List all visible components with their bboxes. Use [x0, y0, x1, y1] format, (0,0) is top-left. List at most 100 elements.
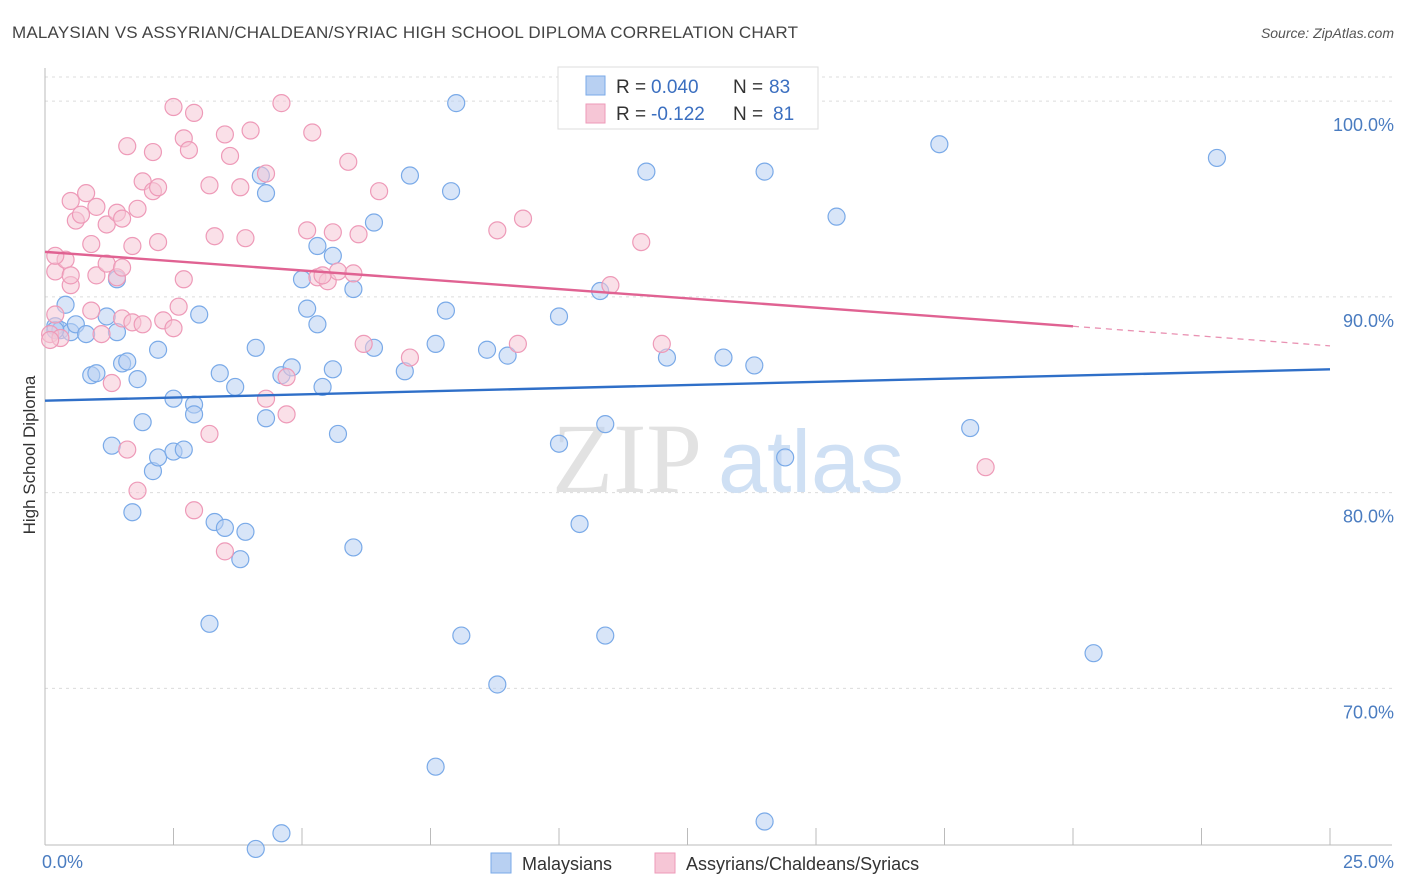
point-s1-33: [200, 176, 219, 195]
point-s1-43: [303, 123, 322, 142]
point-s0-5: [77, 324, 96, 344]
point-s1-40: [256, 164, 276, 183]
point-s1-29: [164, 97, 183, 117]
point-s0-62: [426, 757, 445, 776]
legend-r-label-1: R =: [616, 77, 646, 98]
point-s1-48: [82, 301, 101, 320]
point-s0-64: [246, 839, 265, 859]
point-s0-45: [174, 440, 193, 459]
point-s0-52: [328, 424, 348, 444]
point-s0-60: [488, 675, 507, 694]
point-s0-55: [570, 514, 589, 534]
text-layer: MALAYSIAN VS ASSYRIAN/CHALDEAN/SYRIAC HI…: [12, 23, 1394, 872]
point-s0-11: [118, 352, 137, 371]
point-s0-6: [97, 307, 116, 326]
point-s1-46: [349, 225, 368, 244]
series-1-points: [41, 94, 995, 561]
point-s1-42: [298, 221, 317, 240]
point-s1-62: [128, 481, 147, 500]
point-s0-39: [745, 356, 764, 375]
point-s0-12: [128, 370, 147, 389]
point-s0-70: [755, 162, 774, 181]
point-s1-57: [102, 373, 121, 393]
x-tick-label-max: 25.0%: [1343, 852, 1394, 872]
point-s1-22: [123, 236, 142, 256]
point-s1-38: [236, 229, 255, 248]
point-s1-41: [272, 94, 291, 113]
legend-n-value-1: 83: [769, 77, 790, 98]
point-s1-47: [370, 182, 389, 201]
point-s1-20: [112, 209, 132, 228]
point-s0-58: [961, 418, 980, 438]
bottom-legend-label-assyrians: Assyrians/Chaldeans/Syriacs: [686, 854, 919, 874]
point-s0-32: [436, 301, 456, 320]
point-s1-1: [46, 305, 65, 324]
watermark-atlas: atlas: [718, 412, 904, 511]
point-s0-54: [549, 434, 569, 453]
bottom-legend-swatch-assyrians: [654, 852, 676, 874]
point-s1-44: [323, 223, 342, 242]
point-s1-39: [241, 121, 260, 140]
point-s0-9: [87, 364, 106, 383]
point-s1-64: [277, 405, 296, 424]
point-s0-26: [313, 377, 332, 397]
point-s1-73: [508, 334, 527, 353]
point-s1-31: [179, 140, 199, 160]
point-s0-43: [148, 448, 168, 467]
bottom-legend-swatch-malaysians: [490, 852, 512, 874]
point-s1-55: [169, 297, 188, 316]
legend-n-label-2: N =: [733, 104, 763, 125]
point-s0-47: [215, 518, 234, 537]
trend-layer: [44, 250, 1331, 402]
point-s0-13: [148, 340, 168, 359]
point-s0-76: [256, 184, 276, 203]
bottom-legend-label-malaysians: Malaysians: [522, 854, 612, 874]
trend-line-s1: [44, 250, 1074, 328]
point-s1-35: [215, 125, 234, 144]
point-s0-78: [308, 236, 327, 256]
point-s0-31: [426, 334, 445, 353]
point-s1-77: [976, 458, 995, 477]
point-s0-21: [256, 409, 276, 428]
trend-line-dashed-s1: [1072, 325, 1331, 347]
watermark: ZIP atlas: [552, 403, 904, 514]
point-s1-11: [82, 234, 101, 254]
point-s0-28: [344, 279, 363, 299]
point-s0-77: [364, 213, 384, 232]
point-s0-53: [344, 538, 363, 557]
point-s1-5: [46, 246, 65, 265]
point-s1-56: [174, 270, 193, 289]
point-s0-69: [827, 207, 846, 226]
point-s0-40: [102, 436, 121, 455]
point-s1-9: [61, 191, 80, 211]
point-s0-51: [200, 614, 219, 633]
chart-title: MALAYSIAN VS ASSYRIAN/CHALDEAN/SYRIAC HI…: [12, 23, 798, 42]
point-s0-79: [323, 246, 342, 265]
point-s0-74: [441, 182, 461, 201]
point-s1-63: [256, 389, 276, 408]
point-s1-36: [220, 146, 240, 166]
point-s1-79: [354, 334, 373, 353]
y-axis-label: High School Diploma: [20, 375, 39, 534]
point-s1-65: [277, 368, 296, 387]
point-s1-74: [601, 276, 620, 295]
point-s1-13: [87, 197, 106, 216]
chart-source: Source: ZipAtlas.com: [1261, 25, 1394, 41]
point-s1-7: [61, 266, 80, 285]
point-s1-14: [87, 266, 106, 285]
point-s0-61: [596, 626, 615, 645]
grid-layer: [45, 76, 1392, 689]
point-s0-65: [272, 824, 291, 843]
axes-layer: [44, 68, 1392, 846]
legend-r-label-2: R =: [616, 104, 646, 125]
legend-swatch-assyrians: [585, 103, 606, 124]
y-tick-label-80: 80.0%: [1343, 507, 1394, 527]
point-s1-61: [118, 440, 137, 459]
legend-n-value-2: 81: [773, 104, 794, 125]
point-s0-67: [1207, 148, 1227, 168]
point-s1-23: [128, 199, 147, 218]
point-s1-76: [632, 232, 651, 252]
trend-line-s0: [44, 368, 1331, 402]
point-s0-68: [930, 135, 949, 154]
